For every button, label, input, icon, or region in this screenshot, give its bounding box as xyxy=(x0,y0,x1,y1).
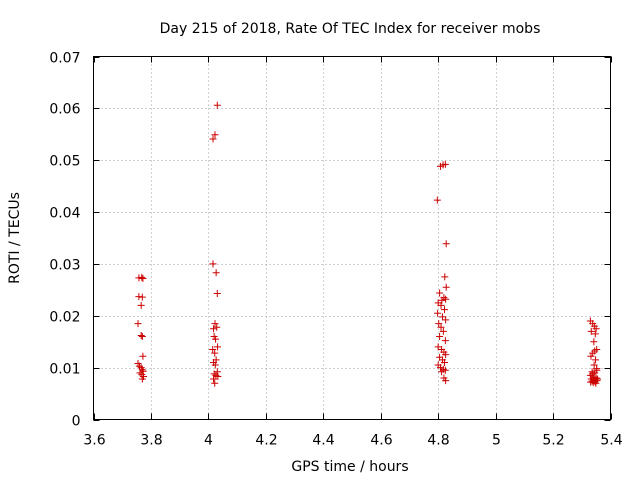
data-point xyxy=(138,293,146,301)
data-point xyxy=(210,370,218,378)
x-tick-label: 5.4 xyxy=(600,433,622,449)
y-tick-label: 0.06 xyxy=(49,102,80,118)
data-point xyxy=(433,196,441,204)
data-point xyxy=(438,296,446,304)
x-tick-label: 4.4 xyxy=(312,433,334,449)
grid xyxy=(93,56,611,420)
data-point xyxy=(436,364,444,372)
data-point xyxy=(588,370,596,378)
data-point xyxy=(442,295,450,303)
data-point xyxy=(437,323,445,331)
data-point xyxy=(213,323,221,331)
data-point xyxy=(436,289,444,297)
data-point xyxy=(438,313,446,321)
data-point xyxy=(211,349,219,357)
data-point xyxy=(440,306,448,314)
data-point xyxy=(214,343,222,351)
data-point xyxy=(442,377,450,385)
plot-frame xyxy=(93,56,611,420)
data-point xyxy=(139,274,147,282)
data-point xyxy=(212,335,220,343)
data-point xyxy=(135,274,143,282)
data-point xyxy=(437,301,445,309)
x-tick-label: 4.6 xyxy=(370,433,392,449)
data-point xyxy=(591,330,599,338)
data-point xyxy=(439,327,447,335)
data-point xyxy=(589,349,597,357)
data-point xyxy=(436,162,444,170)
x-tick-label: 4.2 xyxy=(255,433,277,449)
data-point xyxy=(211,379,219,387)
data-point xyxy=(593,366,601,374)
data-point xyxy=(138,375,146,383)
data-point xyxy=(441,337,449,345)
data-point xyxy=(592,356,600,364)
chart-title: Day 215 of 2018, Rate Of TEC Index for r… xyxy=(160,21,541,37)
data-point xyxy=(442,316,450,324)
x-tick-label: 4 xyxy=(204,433,213,449)
x-tick-label: 5.2 xyxy=(542,433,564,449)
data-point xyxy=(211,320,219,328)
x-axis-label: GPS time / hours xyxy=(291,459,408,475)
data-point xyxy=(209,135,217,143)
data-point xyxy=(438,368,446,376)
data-point xyxy=(209,260,217,268)
data-point xyxy=(136,369,144,377)
data-point xyxy=(587,352,595,360)
data-point xyxy=(212,269,220,277)
data-point xyxy=(442,240,450,248)
y-tick-label: 0.01 xyxy=(49,362,80,378)
data-point xyxy=(214,372,222,380)
data-point xyxy=(211,361,219,369)
data-point xyxy=(592,379,600,387)
data-point xyxy=(592,325,600,333)
data-point xyxy=(135,362,143,370)
data-point xyxy=(209,345,217,353)
x-tick-label: 3.8 xyxy=(140,433,162,449)
data-point xyxy=(135,293,143,301)
data-point xyxy=(134,320,142,328)
data-point xyxy=(211,131,219,139)
data-point xyxy=(442,351,450,359)
y-tick-label: 0.02 xyxy=(49,310,80,326)
data-point xyxy=(138,333,146,341)
data-point xyxy=(137,331,145,339)
data-point xyxy=(213,289,221,297)
data-point xyxy=(594,375,602,383)
data-point xyxy=(137,301,145,309)
axis-ticks xyxy=(93,56,612,421)
data-point xyxy=(590,338,598,346)
data-point xyxy=(210,375,218,383)
data-point xyxy=(588,377,596,385)
data-point xyxy=(210,325,218,333)
data-point xyxy=(138,273,146,281)
data-point xyxy=(441,273,449,281)
y-axis-label: ROTI / TECUs xyxy=(7,192,23,284)
y-tick-label: 0.07 xyxy=(49,51,80,67)
data-point xyxy=(436,333,444,341)
data-point xyxy=(435,320,443,328)
y-tick-label: 0.03 xyxy=(49,258,80,274)
y-tick-label: 0 xyxy=(72,414,81,430)
data-points xyxy=(134,101,602,387)
x-tick-label: 3.6 xyxy=(83,433,105,449)
x-tick-label: 4.8 xyxy=(427,433,449,449)
data-point xyxy=(590,361,598,369)
data-point xyxy=(587,327,595,335)
data-point xyxy=(442,283,450,291)
x-tick-label: 5 xyxy=(492,433,501,449)
data-point xyxy=(441,366,449,374)
y-tick-label: 0.05 xyxy=(49,154,80,170)
data-point xyxy=(434,309,442,317)
data-point xyxy=(139,352,147,360)
data-point xyxy=(440,358,448,366)
data-point xyxy=(213,101,221,109)
y-tick-label: 0.04 xyxy=(49,206,80,222)
